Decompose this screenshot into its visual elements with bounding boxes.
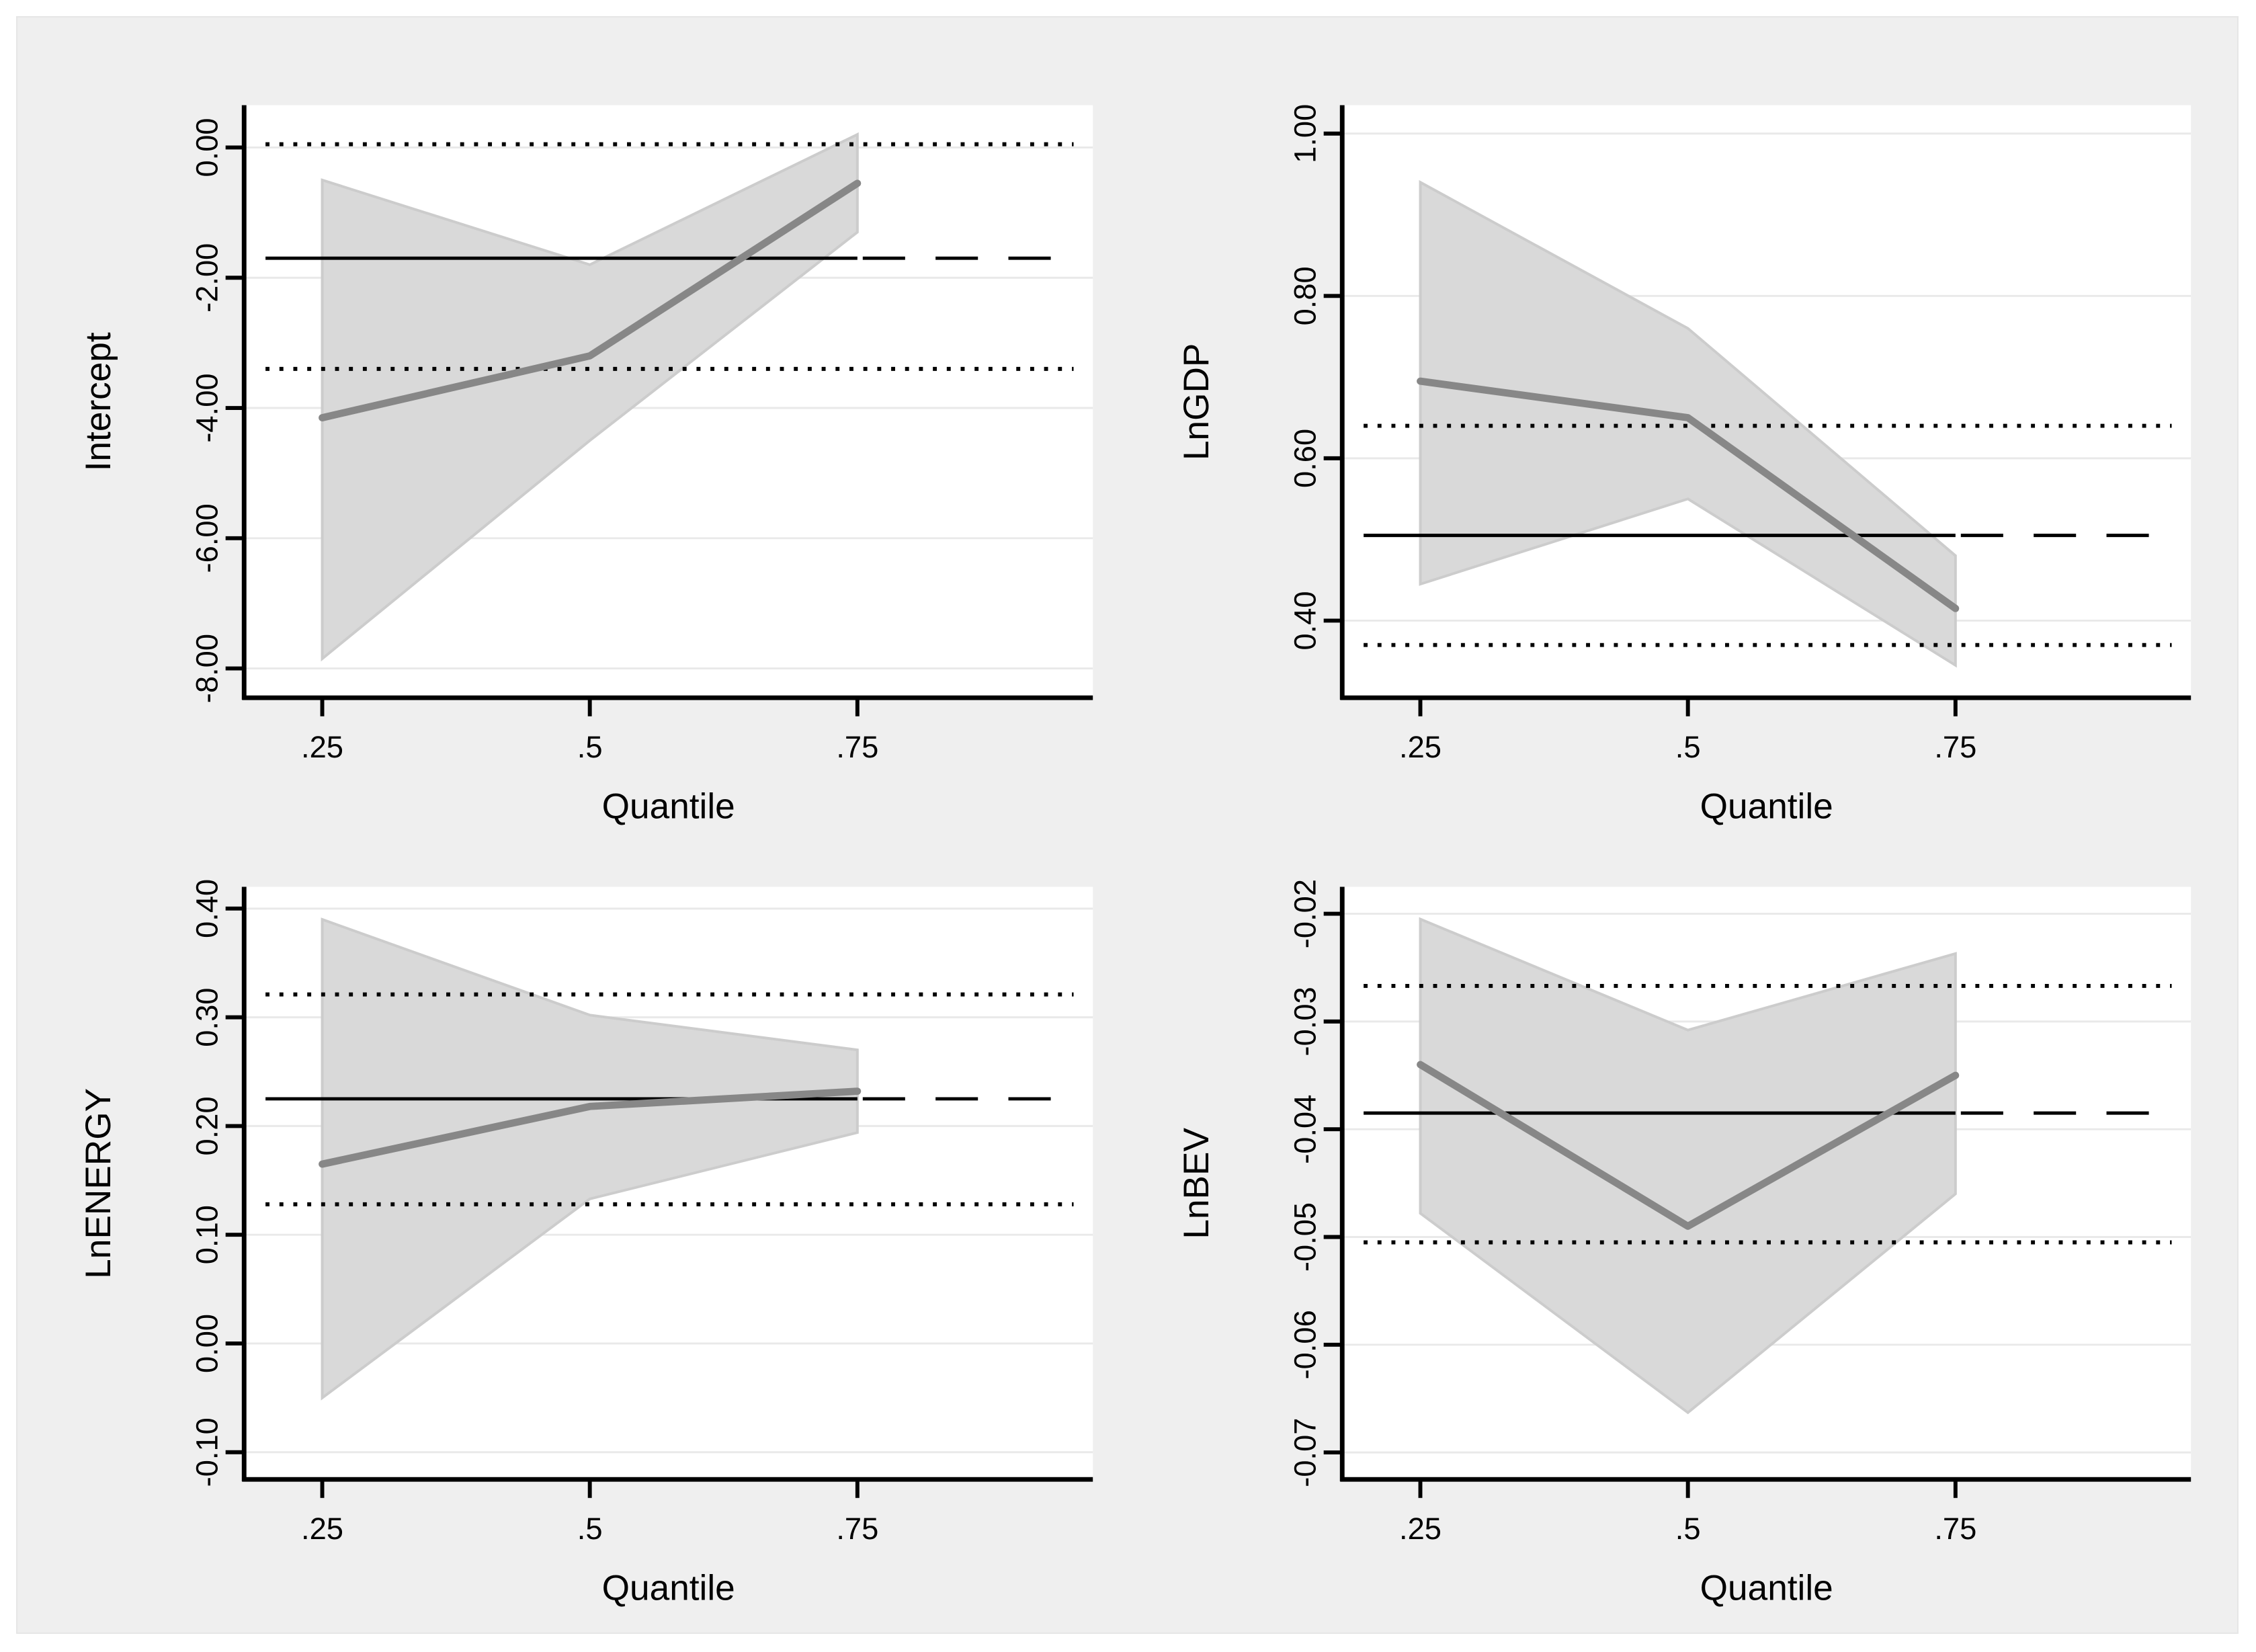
y-tick-label: 0.80 bbox=[1288, 266, 1322, 325]
y-tick-label: -4.00 bbox=[190, 373, 224, 442]
qreg-line bbox=[1416, 377, 1959, 612]
y-tick-label: -0.04 bbox=[1288, 1095, 1322, 1164]
quantile-plot-lnbev: -0.02 -0.03 -0.04 -0.05 -0.06 -0.07 .25 .5 .75 L… bbox=[1177, 879, 2191, 1608]
y-tick-label: -0.06 bbox=[1288, 1310, 1322, 1379]
x-axis-title: Quantile bbox=[1700, 1569, 1833, 1608]
ci-band bbox=[1419, 179, 1957, 668]
figure-background: 0.00 -2.00 -4.00 -6.00 -8.00 .25 .5 .75 Interce… bbox=[17, 17, 2237, 1633]
x-tick-label: .25 bbox=[1399, 730, 1442, 764]
plot-area: 0.00 -2.00 -4.00 -6.00 -8.00 .25 .5 .75 bbox=[190, 105, 1093, 764]
x-tick-label: .5 bbox=[1675, 730, 1700, 764]
y-tick-label: -0.02 bbox=[1288, 879, 1322, 948]
x-tick-label: .5 bbox=[1675, 1512, 1700, 1546]
y-tick-label: 0.60 bbox=[1288, 429, 1322, 488]
x-tick-label: .5 bbox=[577, 1512, 603, 1546]
y-tick-label: -0.03 bbox=[1288, 987, 1322, 1056]
x-tick-label: .75 bbox=[1934, 1512, 1976, 1546]
y-axis-title: Intercept bbox=[79, 332, 118, 471]
x-axis-title: Quantile bbox=[602, 1569, 735, 1608]
y-tick-label: 0.30 bbox=[190, 988, 224, 1047]
plot-area: 1.00 0.80 0.60 0.40 .25 .5 .75 bbox=[1288, 104, 2191, 764]
qreg-line bbox=[319, 179, 862, 421]
x-tick-label: .75 bbox=[836, 1512, 878, 1546]
y-tick-label: -2.00 bbox=[190, 243, 224, 313]
plot-area: 0.40 0.30 0.20 0.10 0.00 -0.10 .25 .5 .75 bbox=[190, 879, 1093, 1546]
panel-grid: 0.00 -2.00 -4.00 -6.00 -8.00 .25 .5 .75 Interce… bbox=[17, 17, 2237, 1625]
ci-band bbox=[1419, 917, 1957, 1415]
y-tick-label: -0.10 bbox=[190, 1417, 224, 1487]
y-tick-label: -6.00 bbox=[190, 503, 224, 573]
y-tick-label: -8.00 bbox=[190, 634, 224, 703]
y-tick-label: 0.00 bbox=[190, 118, 224, 177]
y-axis-title: LnGDP bbox=[1177, 343, 1216, 460]
x-tick-label: .25 bbox=[301, 730, 343, 764]
quantile-plot-lngdp: 1.00 0.80 0.60 0.40 .25 .5 .75 LnGDP Quantile bbox=[1177, 104, 2191, 826]
y-tick-label: -0.05 bbox=[1288, 1202, 1322, 1272]
x-tick-label: .5 bbox=[577, 730, 603, 764]
x-tick-label: .25 bbox=[1399, 1512, 1442, 1546]
y-tick-label: -0.07 bbox=[1288, 1418, 1322, 1487]
y-axis-title: LnENERGY bbox=[79, 1088, 118, 1279]
x-tick-label: .75 bbox=[836, 730, 878, 764]
y-axis-title: LnBEV bbox=[1177, 1128, 1216, 1239]
y-tick-label: 0.20 bbox=[190, 1096, 224, 1155]
x-tick-label: .75 bbox=[1934, 730, 1976, 764]
x-axis-title: Quantile bbox=[1700, 786, 1833, 826]
y-tick-label: 0.10 bbox=[190, 1205, 224, 1264]
quantile-plot-lnenergy: 0.40 0.30 0.20 0.10 0.00 -0.10 .25 .5 .75 LnENER… bbox=[79, 879, 1093, 1608]
plot-area: -0.02 -0.03 -0.04 -0.05 -0.06 -0.07 .25 .5 .75 bbox=[1288, 879, 2191, 1546]
quantile-plot-intercept: 0.00 -2.00 -4.00 -6.00 -8.00 .25 .5 .75 Interce… bbox=[79, 105, 1093, 826]
qreg-line bbox=[319, 1087, 862, 1168]
y-tick-label: 1.00 bbox=[1288, 104, 1322, 163]
x-axis-title: Quantile bbox=[602, 786, 735, 826]
x-tick-label: .25 bbox=[301, 1512, 343, 1546]
ci-band bbox=[321, 917, 859, 1401]
y-tick-label: 0.40 bbox=[190, 879, 224, 938]
y-tick-label: 0.40 bbox=[1288, 591, 1322, 650]
y-tick-label: 0.00 bbox=[190, 1314, 224, 1373]
qreg-line bbox=[1416, 1061, 1959, 1230]
